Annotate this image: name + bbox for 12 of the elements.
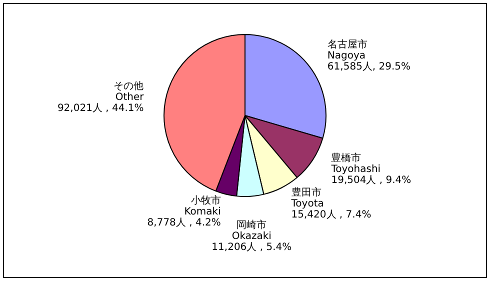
data-label: 11,206人 , 5.4% bbox=[212, 242, 292, 253]
data-label: 19,504人 , 9.4% bbox=[331, 175, 412, 186]
slice-label: その他 Other bbox=[114, 80, 145, 103]
data-label: 15,420人 , 7.4% bbox=[291, 210, 372, 221]
data-label: 8,778人 , 4.2% bbox=[147, 217, 221, 228]
slice-label: 名古屋市 Nagoya bbox=[327, 38, 368, 62]
data-label: 92,021人 , 44.1% bbox=[57, 102, 144, 114]
slice-label: 豊橋市 Toyohashi bbox=[330, 152, 381, 176]
data-label: 61,585人, 29.5% bbox=[327, 62, 411, 73]
slice-label: 豊田市 Toyota bbox=[290, 186, 324, 210]
slice-label: 岡崎市 Okazaki bbox=[232, 218, 272, 242]
slice-label: 小牧市 Komaki bbox=[184, 194, 221, 218]
